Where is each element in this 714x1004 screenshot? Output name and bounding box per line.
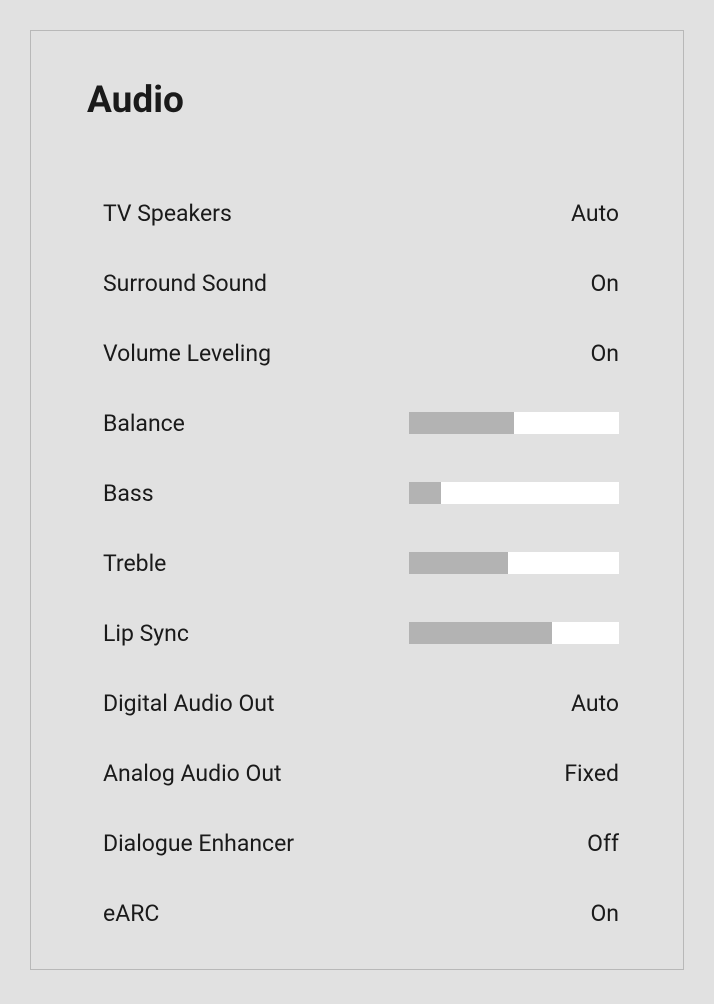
setting-label: Treble [103, 550, 166, 577]
setting-value: Off [587, 830, 619, 857]
setting-dialogue-enhancer[interactable]: Dialogue Enhancer Off [103, 808, 619, 878]
setting-label: Volume Leveling [103, 340, 271, 367]
setting-value: On [590, 340, 619, 367]
setting-balance[interactable]: Balance [103, 388, 619, 458]
lip-sync-slider[interactable] [409, 622, 619, 644]
balance-slider[interactable] [409, 412, 619, 434]
setting-label: Analog Audio Out [103, 760, 282, 787]
setting-value: On [590, 900, 619, 927]
setting-label: Dialogue Enhancer [103, 830, 294, 857]
setting-earc[interactable]: eARC On [103, 878, 619, 948]
bass-slider[interactable] [409, 482, 619, 504]
setting-bass[interactable]: Bass [103, 458, 619, 528]
setting-label: Bass [103, 480, 154, 507]
setting-label: Digital Audio Out [103, 690, 275, 717]
setting-label: eARC [103, 900, 159, 927]
setting-tv-speakers[interactable]: TV Speakers Auto [103, 178, 619, 248]
setting-label: Surround Sound [103, 270, 267, 297]
panel-title: Audio [87, 79, 631, 122]
setting-lip-sync[interactable]: Lip Sync [103, 598, 619, 668]
setting-label: Lip Sync [103, 620, 189, 647]
slider-fill [409, 412, 514, 434]
setting-value: Fixed [564, 760, 619, 787]
setting-label: TV Speakers [103, 200, 232, 227]
setting-value: Auto [571, 690, 619, 717]
setting-value: Auto [571, 200, 619, 227]
setting-label: Balance [103, 410, 185, 437]
setting-surround-sound[interactable]: Surround Sound On [103, 248, 619, 318]
audio-settings-panel: Audio TV Speakers Auto Surround Sound On… [30, 30, 684, 970]
slider-fill [409, 482, 441, 504]
setting-digital-audio-out[interactable]: Digital Audio Out Auto [103, 668, 619, 738]
setting-value: On [590, 270, 619, 297]
setting-volume-leveling[interactable]: Volume Leveling On [103, 318, 619, 388]
treble-slider[interactable] [409, 552, 619, 574]
setting-treble[interactable]: Treble [103, 528, 619, 598]
slider-fill [409, 622, 552, 644]
slider-fill [409, 552, 508, 574]
setting-analog-audio-out[interactable]: Analog Audio Out Fixed [103, 738, 619, 808]
settings-list: TV Speakers Auto Surround Sound On Volum… [83, 178, 631, 948]
